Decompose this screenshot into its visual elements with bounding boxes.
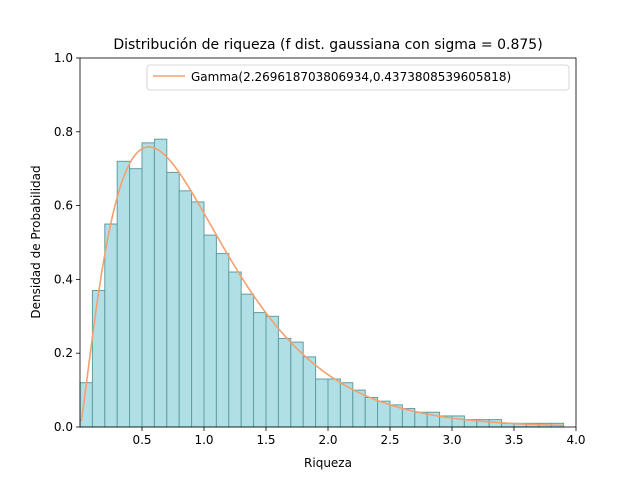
histogram-bar (364, 396, 379, 428)
histogram-bar (116, 160, 131, 428)
histogram-bar (91, 289, 106, 428)
x-tick-label: 4.0 (566, 433, 585, 447)
legend: Gamma(2.269618703806934,0.43738085396058… (146, 64, 570, 91)
y-axis-label: Densidad de Probabilidad (29, 165, 43, 318)
chart-title: Distribución de riqueza (f dist. gaussia… (113, 37, 542, 53)
histogram-bar (228, 271, 242, 428)
gamma-curve (80, 146, 564, 427)
y-tick-label: 0.6 (54, 199, 73, 213)
histogram-bar (129, 168, 143, 428)
histogram-bar (352, 389, 366, 428)
histogram-bar (302, 356, 317, 428)
x-tick-label: 2.5 (380, 433, 399, 447)
x-tick-label: 3.0 (442, 433, 461, 447)
x-tick-label: 3.5 (504, 433, 523, 447)
histogram-bar (290, 341, 304, 428)
y-axis-ticks: 0.0 0.2 0.4 0.6 0.8 1.0 (54, 51, 80, 434)
legend-label: Gamma(2.269618703806934,0.43738085396058… (191, 70, 511, 84)
y-tick-label: 0.8 (54, 125, 73, 139)
x-axis-label: Riqueza (304, 456, 352, 470)
x-tick-label: 1.0 (194, 433, 213, 447)
histogram-bar (327, 378, 341, 428)
histogram-bars (79, 138, 565, 428)
histogram-bar (215, 253, 230, 428)
histogram-bar (178, 190, 193, 428)
x-tick-label: 1.5 (256, 433, 275, 447)
histogram-bar (315, 378, 329, 428)
histogram-bar (277, 337, 292, 428)
x-axis-ticks: 0.5 1.0 1.5 2.0 2.5 3.0 3.5 4.0 (132, 427, 586, 447)
histogram-bar (203, 234, 217, 428)
histogram-bar (166, 171, 180, 428)
y-tick-label: 0.4 (54, 272, 73, 286)
histogram-bar (253, 312, 267, 428)
histogram-bar (141, 142, 155, 428)
y-tick-label: 1.0 (54, 51, 73, 65)
histogram-bar (191, 201, 205, 428)
x-tick-label: 2.0 (318, 433, 337, 447)
histogram-bar (265, 315, 279, 428)
y-tick-label: 0.2 (54, 346, 73, 360)
y-tick-label: 0.0 (54, 420, 73, 434)
histogram-bar (104, 223, 118, 428)
histogram-bar (240, 293, 255, 428)
histogram-bar (153, 138, 168, 428)
x-tick-label: 0.5 (132, 433, 151, 447)
legend-box (146, 64, 570, 91)
